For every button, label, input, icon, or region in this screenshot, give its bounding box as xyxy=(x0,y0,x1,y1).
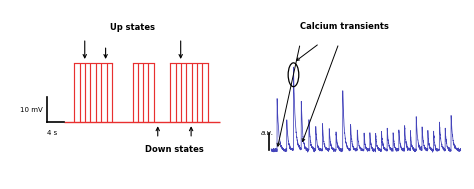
Text: Calcium transients: Calcium transients xyxy=(300,22,389,31)
Text: 10 mV: 10 mV xyxy=(20,107,43,113)
Text: a.u.: a.u. xyxy=(260,130,273,136)
Text: Down states: Down states xyxy=(145,145,204,154)
Text: Up states: Up states xyxy=(110,23,155,32)
Text: 4 s: 4 s xyxy=(47,130,57,136)
